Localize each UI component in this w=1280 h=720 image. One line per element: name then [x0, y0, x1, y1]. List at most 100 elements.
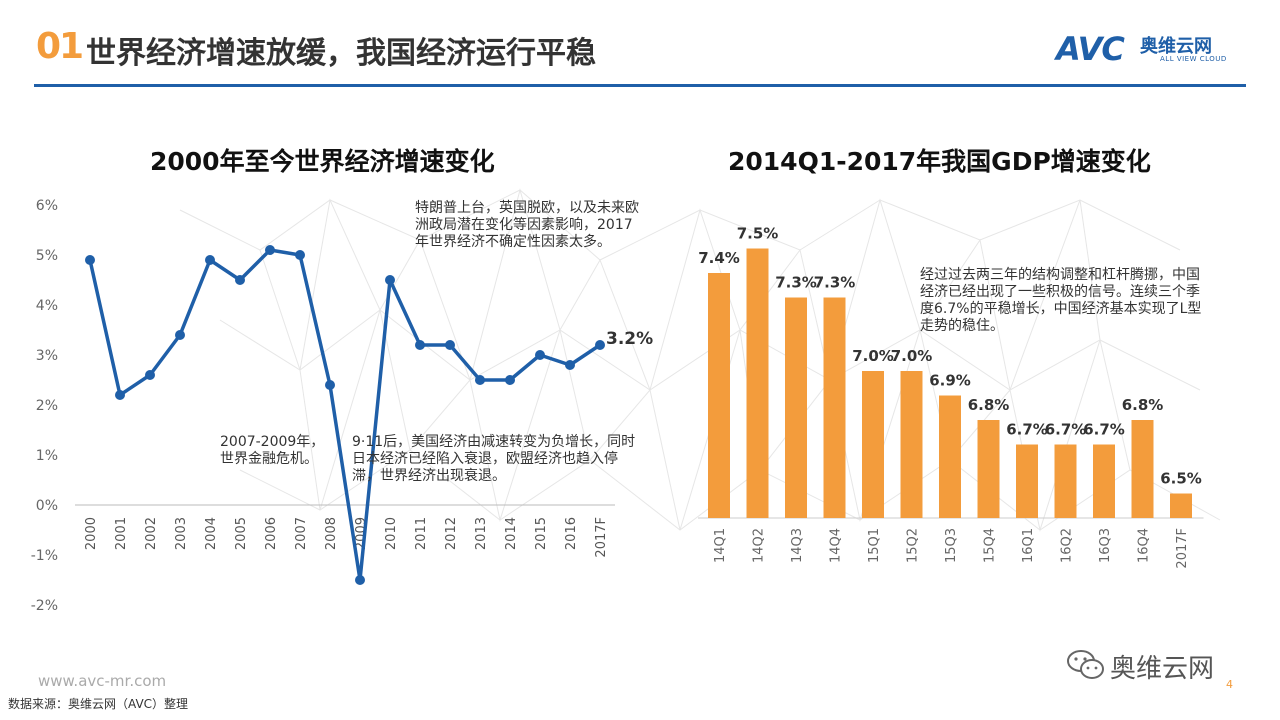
annotation-l-shape: 经过过去两三年的结构调整和杠杆腾挪，中国经济已经出现了一些积极的信号。连续三个季…: [920, 267, 1202, 334]
x-tick-label: 14Q3: [790, 528, 805, 563]
y-tick-label: -2%: [31, 598, 58, 614]
x-tick-label: 15Q2: [906, 528, 921, 563]
bar: [1170, 493, 1192, 518]
data-point: [205, 255, 215, 265]
series-line: [88, 248, 601, 582]
x-tick-label: 2007: [294, 517, 309, 550]
y-tick-label: 5%: [36, 248, 58, 264]
bar-value-label: 6.7%: [1083, 421, 1125, 439]
bar-chart-title: 2014Q1-2017年我国GDP增速变化: [728, 147, 1151, 176]
x-tick-label: 2000: [84, 517, 99, 550]
annotation-financial-crisis: 2007-2009年，世界金融危机。: [220, 434, 325, 467]
data-point: [265, 245, 275, 255]
bar: [1093, 444, 1115, 518]
data-point: [145, 370, 155, 380]
last-value-label: 3.2%: [606, 329, 653, 349]
x-tick-label: 2011: [414, 517, 429, 550]
x-tick-label: 2017F: [1175, 528, 1190, 569]
data-point: [325, 380, 335, 390]
x-tick-label: 2005: [234, 517, 249, 550]
x-tick-label: 15Q4: [983, 528, 998, 563]
x-tick-label: 2017F: [594, 517, 609, 558]
bar-value-label: 7.0%: [852, 347, 894, 365]
logo-english-name: ALL VIEW CLOUD: [1160, 55, 1227, 63]
x-tick-label: 2001: [114, 517, 129, 550]
x-tick-label: 2013: [474, 517, 489, 550]
wechat-icon: [1067, 650, 1104, 679]
y-tick-label: 4%: [36, 298, 58, 314]
china-gdp-bar-chart: 7.4% 14Q1 7.5% 14Q2 7.3% 14Q3 7.3% 14Q4 7.0% 15Q1…: [698, 225, 1204, 569]
data-point: [385, 275, 395, 285]
bar-value-label: 7.0%: [891, 347, 933, 365]
bar: [823, 297, 846, 518]
x-tick-label: 2015: [534, 517, 549, 550]
bar: [939, 395, 961, 518]
data-point: [115, 390, 125, 400]
watermark-text: 奥维云网: [1110, 654, 1215, 684]
data-point: [295, 250, 305, 260]
bar-value-label: 7.3%: [814, 274, 856, 292]
world-growth-line-chart: 6% 5% 4% 3% 2% 1% 0% -1% -2% 2000 2001 2002 2003 2004…: [31, 198, 653, 614]
bar: [746, 248, 769, 518]
data-point: [565, 360, 575, 370]
data-point: [535, 350, 545, 360]
bar: [862, 371, 884, 518]
y-tick-label: -1%: [31, 548, 58, 564]
data-source-note: 数据来源：奥维云网（AVC）整理: [8, 697, 189, 711]
data-point: [235, 275, 245, 285]
y-tick-label: 2%: [36, 398, 58, 414]
bar-value-label: 6.7%: [1045, 421, 1087, 439]
bar: [1131, 420, 1154, 518]
y-tick-label: 3%: [36, 348, 58, 364]
x-tick-label: 2008: [324, 517, 339, 550]
bar-value-label: 7.5%: [737, 225, 779, 243]
data-point: [85, 255, 95, 265]
x-tick-label: 14Q1: [713, 528, 728, 563]
bar-value-label: 6.8%: [1122, 396, 1164, 414]
section-number: 01: [36, 26, 84, 67]
x-tick-label: 2016: [564, 517, 579, 550]
data-point: [445, 340, 455, 350]
x-tick-label: 15Q1: [867, 528, 882, 563]
y-tick-label: 1%: [36, 448, 58, 464]
bar-value-label: 6.5%: [1160, 470, 1202, 488]
x-tick-label: 16Q4: [1137, 528, 1152, 563]
x-tick-label: 14Q4: [829, 528, 844, 563]
bar: [1054, 444, 1077, 518]
x-tick-label: 2006: [264, 517, 279, 550]
x-tick-label: 2012: [444, 517, 459, 550]
data-point: [175, 330, 185, 340]
data-point: [355, 575, 365, 585]
bar: [900, 371, 923, 518]
bar-value-label: 7.4%: [698, 249, 740, 267]
bar: [977, 420, 1000, 518]
x-tick-label: 14Q2: [752, 528, 767, 563]
header-divider: [34, 84, 1246, 87]
page-title: 世界经济增速放缓，我国经济运行平稳: [86, 36, 596, 71]
data-point: [415, 340, 425, 350]
data-point: [595, 340, 605, 350]
annotation-trump-brexit: 特朗普上台，英国脱欧，以及未来欧洲政局潜在变化等因素影响，2017年世界经济不确…: [415, 200, 639, 250]
line-chart-title: 2000年至今世界经济增速变化: [150, 147, 495, 176]
x-tick-label: 15Q3: [944, 528, 959, 563]
bar-value-label: 6.7%: [1006, 421, 1048, 439]
bar-value-label: 6.9%: [929, 372, 971, 390]
annotation-911-recession: 9·11后，美国经济由减速转变为负增长，同时日本经济已经陷入衰退，欧盟经济也趋入…: [352, 434, 636, 484]
x-tick-label: 16Q3: [1098, 528, 1113, 563]
footer-url: www.avc-mr.com: [38, 672, 167, 690]
data-point: [475, 375, 485, 385]
logo-chinese-name: 奥维云网: [1140, 36, 1212, 57]
brand-logo: AVC 奥维云网 ALL VIEW CLOUD: [1056, 30, 1246, 70]
bar-value-label: 7.3%: [775, 274, 817, 292]
logo-mark: AVC: [1056, 30, 1125, 68]
page-number: 4: [1226, 678, 1233, 691]
y-tick-label: 6%: [36, 198, 58, 214]
bar-value-label: 6.8%: [968, 396, 1010, 414]
data-point: [505, 375, 515, 385]
x-tick-label: 2003: [174, 517, 189, 550]
x-tick-label: 2014: [504, 517, 519, 550]
x-tick-label: 16Q2: [1060, 528, 1075, 563]
bar: [785, 297, 807, 518]
y-tick-label: 0%: [36, 498, 58, 514]
x-tick-label: 2010: [384, 517, 399, 550]
